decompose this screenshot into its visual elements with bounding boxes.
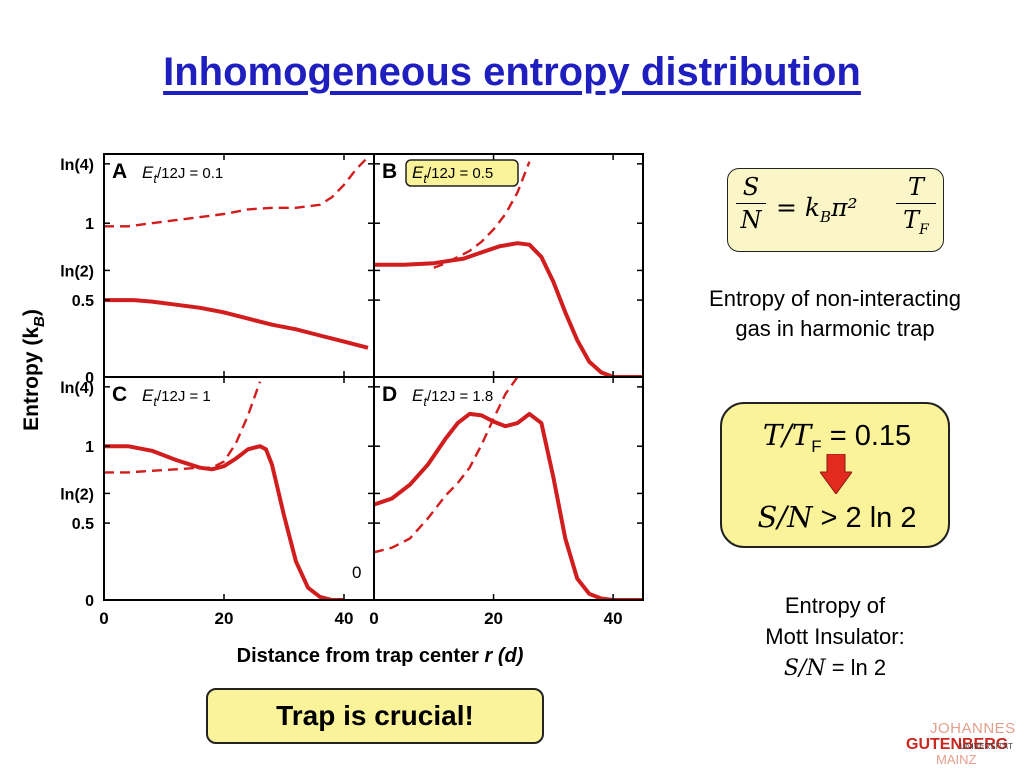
formula-num-right: T: [907, 173, 924, 201]
panel-d: D Et/12J = 1.8: [373, 377, 643, 601]
logo-line2: GUTENBERG: [906, 736, 1009, 753]
panel-d-dashed-curve: [374, 377, 519, 554]
panel-c-solid-curve: [104, 444, 344, 600]
panel-label: B: [382, 160, 397, 183]
y-tick-label: ln(4): [60, 157, 94, 174]
param-highlight-box: [405, 159, 519, 187]
noninteracting-line2: gas in harmonic trap: [735, 316, 935, 341]
x-tick-label: 0: [369, 609, 378, 628]
mott-line2: Mott Insulator:: [765, 624, 905, 649]
entropy-formula-box: S N = kBπ² T TF: [727, 168, 944, 252]
panel-a-solid-curve: [104, 298, 369, 350]
panel-parameter: Et/12J = 1: [142, 386, 211, 409]
panel-c-dashed-curve: [104, 381, 262, 474]
y-tick-label: 0: [85, 370, 94, 387]
logo-line3: UNIVERSITÄT: [960, 742, 1013, 751]
logo-line4: MAINZ: [936, 752, 977, 767]
y-tick-label: ln(4): [60, 380, 94, 397]
panel-b-dashed-curve: [433, 161, 531, 269]
formula-middle: = k: [776, 193, 821, 222]
ratio-line1-rest: = 0.15: [821, 420, 912, 452]
panel-d-solid-curve: [374, 411, 643, 600]
down-arrow-icon: [820, 454, 852, 494]
ratio-line2-rest: > 2 ln 2: [812, 502, 917, 534]
university-logo: JOHANNES GUTENBERG UNIVERSITÄT MAINZ: [900, 718, 1020, 767]
ratio-line1-var: T/T: [762, 418, 812, 452]
y-axis-label: Entropy (kB): [20, 309, 48, 431]
x-tick-label: 40: [335, 609, 354, 628]
mott-line3-rest: = ln 2: [825, 655, 887, 680]
panel-parameter: Et/12J = 0.1: [142, 163, 223, 186]
panel-b-solid-curve: [374, 241, 643, 377]
x-tick-label: 0: [99, 609, 108, 628]
temperature-ratio-box: T/TF = 0.15 S/N > 2 ln 2: [720, 402, 950, 548]
x-tick-label: 20: [215, 609, 234, 628]
noninteracting-line1: Entropy of non-interacting: [709, 286, 961, 311]
mott-line3-var: S/N: [783, 656, 826, 681]
panel-label: A: [112, 160, 127, 183]
y-tick-label: 1: [85, 216, 94, 233]
y-tick-label: 0.5: [72, 293, 94, 310]
panel-parameter: Et/12J = 0.5: [412, 163, 493, 186]
trap-callout-label: Trap is crucial!: [276, 700, 474, 731]
mott-line1: Entropy of: [784, 593, 886, 618]
formula-den-right-sub: F: [919, 221, 929, 238]
x-axis-label: Distance from trap center r (d): [237, 645, 524, 667]
panel-label: D: [382, 383, 397, 406]
formula-num-left: S: [742, 173, 760, 201]
y-tick-label: 0.5: [72, 516, 94, 533]
x-tick-label: 40: [604, 609, 623, 628]
panel-b: B Et/12J = 0.5: [373, 154, 643, 378]
mott-insulator-description: Entropy of Mott Insulator: S/N = ln 2: [690, 590, 980, 684]
panel-parameter: Et/12J = 1.8: [412, 386, 493, 409]
y-tick-label: ln(2): [60, 486, 94, 503]
y-tick-label: 1: [85, 439, 94, 456]
slide-title: Inhomogeneous entropy distribution: [163, 50, 861, 94]
ratio-line2-var: S/N: [757, 500, 813, 534]
panel-c: C Et/12J = 1 0: [103, 377, 374, 601]
y-tick-label: 0: [85, 593, 94, 610]
formula-middle-rest: π²: [831, 193, 858, 222]
entropy-figure: A Et/12J = 0.1 B Et/12J = 0.5C Et/12J = 10D E…: [20, 153, 644, 667]
formula-den-left: N: [740, 206, 762, 234]
ratio-line1-sub: F: [811, 436, 822, 456]
panel-label: C: [112, 383, 127, 406]
formula-middle-sub: B: [820, 208, 832, 226]
zero-annotation: 0: [352, 563, 361, 582]
y-tick-label: ln(2): [60, 263, 94, 280]
panel-a-dashed-curve: [104, 156, 369, 228]
formula-den-right: T: [903, 206, 920, 234]
noninteracting-description: Entropy of non-interacting gas in harmon…: [655, 284, 1015, 344]
trap-callout-box: Trap is crucial!: [206, 688, 544, 744]
panel-a: A Et/12J = 0.1: [103, 154, 374, 378]
x-tick-label: 20: [484, 609, 503, 628]
logo-line1: JOHANNES: [930, 720, 1016, 737]
